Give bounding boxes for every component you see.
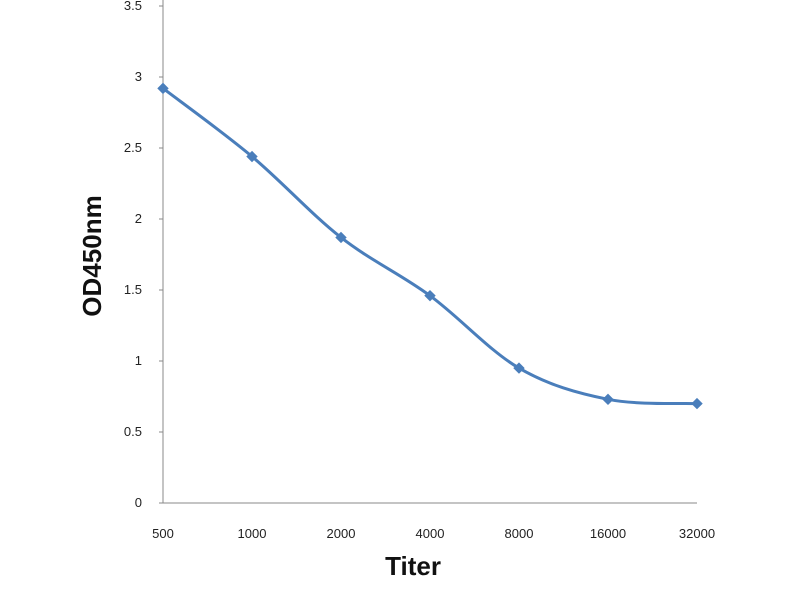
y-tick-label: 1.5 (124, 282, 142, 297)
data-point-marker (513, 362, 525, 374)
x-tick-label: 2000 (327, 526, 356, 541)
x-tick-label: 1000 (238, 526, 267, 541)
y-tick-label: 1 (135, 353, 142, 368)
axes (162, 0, 697, 504)
x-axis-title: Titer (385, 551, 441, 581)
x-axis-ticks: 500 1000 2000 4000 8000 16000 32000 (152, 526, 715, 541)
y-tick-label: 2.5 (124, 140, 142, 155)
data-point-marker (602, 393, 614, 406)
data-point-marker (691, 397, 703, 410)
series-layer (157, 82, 703, 410)
y-tick-label: 0 (135, 495, 142, 510)
x-tick-label: 32000 (679, 526, 715, 541)
y-axis-ticks: 0 0.5 1 1.5 2 2.5 3 3.5 (124, 0, 163, 510)
y-tick-label: 0.5 (124, 424, 142, 439)
y-tick-label: 2 (135, 211, 142, 226)
x-tick-label: 16000 (590, 526, 626, 541)
y-axis-title: OD450nm (77, 195, 107, 316)
series-line (161, 86, 699, 406)
x-tick-label: 8000 (505, 526, 534, 541)
x-tick-label: 4000 (416, 526, 445, 541)
data-point-marker (246, 150, 258, 163)
x-tick-label: 500 (152, 526, 174, 541)
y-tick-label: 3 (135, 69, 142, 84)
y-tick-label: 3.5 (124, 0, 142, 13)
data-point-marker (335, 231, 347, 244)
data-point-marker (157, 82, 169, 95)
data-point-marker (424, 289, 436, 302)
